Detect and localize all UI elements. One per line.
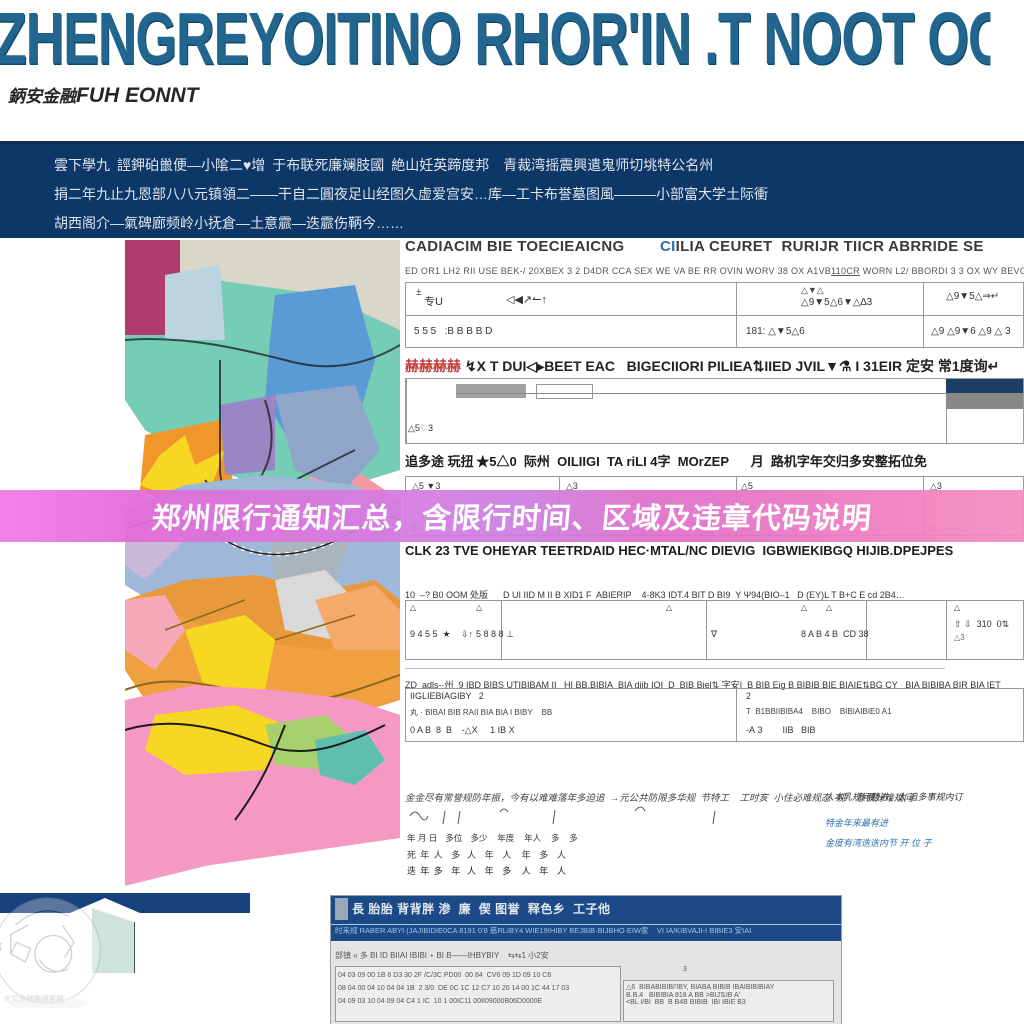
- svg-text:金安金融集团官网: 金安金融集团官网: [4, 993, 64, 1003]
- svg-text:年 月 日 多位 多少 年度 年: 年 月 日 多位 多少 年度 年人 多 多: [407, 833, 578, 843]
- svg-text:死 年 人 多 人 年 人: 死 年 人 多 人 年 人 年 多 人: [407, 849, 566, 860]
- svg-text:迭 年 多 年 人 年 多: 迭 年 多 年 人 年 多 人 年 人: [407, 865, 566, 876]
